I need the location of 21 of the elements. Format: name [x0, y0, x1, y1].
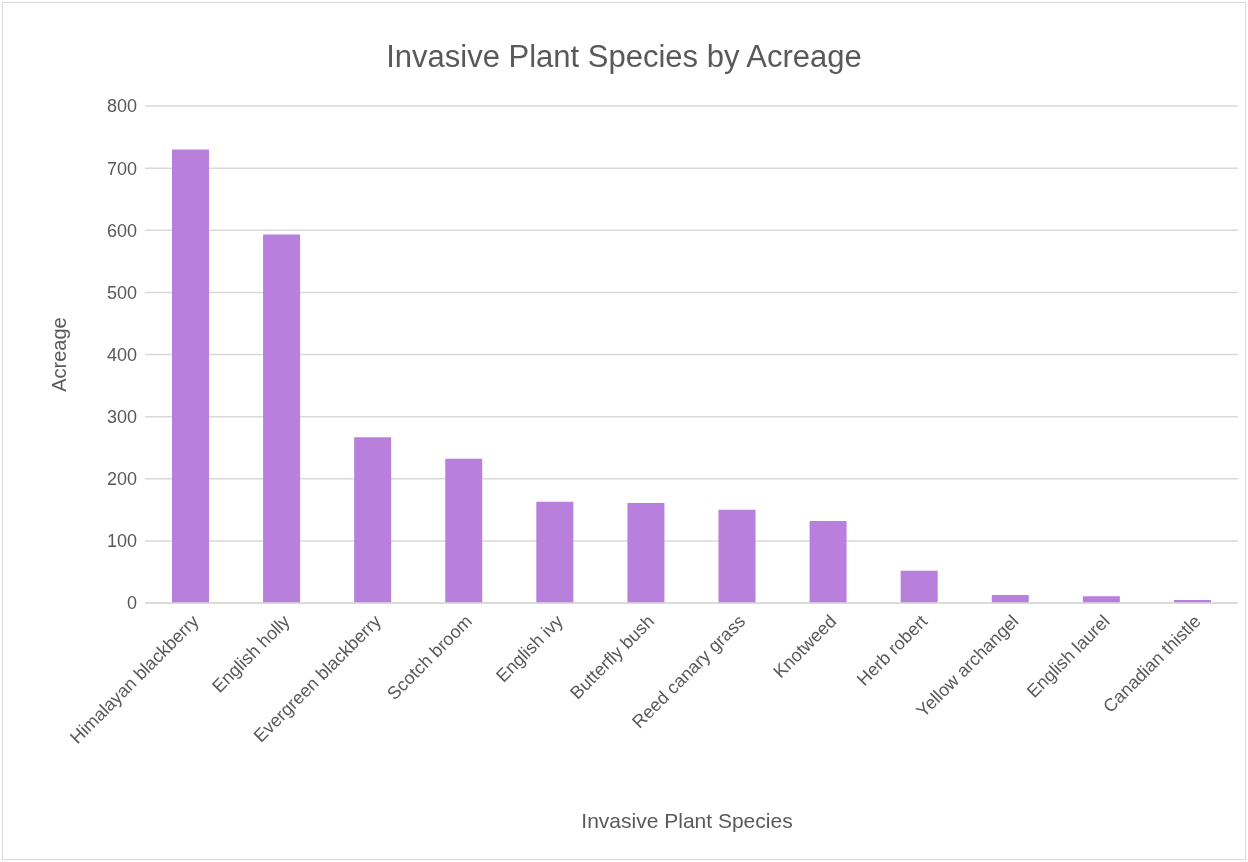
- bar: [900, 570, 938, 603]
- y-tick-label: 500: [106, 282, 137, 303]
- y-tick-label: 0: [126, 593, 137, 614]
- y-axis-title: Acreage: [48, 317, 71, 392]
- y-tick-label: 200: [106, 469, 137, 490]
- chart-title: Invasive Plant Species by Acreage: [385, 39, 863, 75]
- y-tick-label: 800: [106, 96, 137, 117]
- bar: [627, 502, 665, 603]
- y-tick-label: 700: [106, 158, 137, 179]
- bar: [445, 458, 483, 603]
- y-tick-label: 300: [106, 407, 137, 428]
- bar: [172, 149, 209, 603]
- y-tick-label: 400: [106, 344, 137, 365]
- bar: [536, 501, 574, 603]
- bar: [809, 521, 847, 603]
- y-tick-label: 600: [106, 220, 137, 241]
- bar: [718, 509, 756, 603]
- bar: [263, 234, 301, 603]
- x-axis-title: Invasive Plant Species: [580, 809, 794, 833]
- bar: [354, 437, 392, 603]
- y-tick-label: 100: [106, 531, 137, 552]
